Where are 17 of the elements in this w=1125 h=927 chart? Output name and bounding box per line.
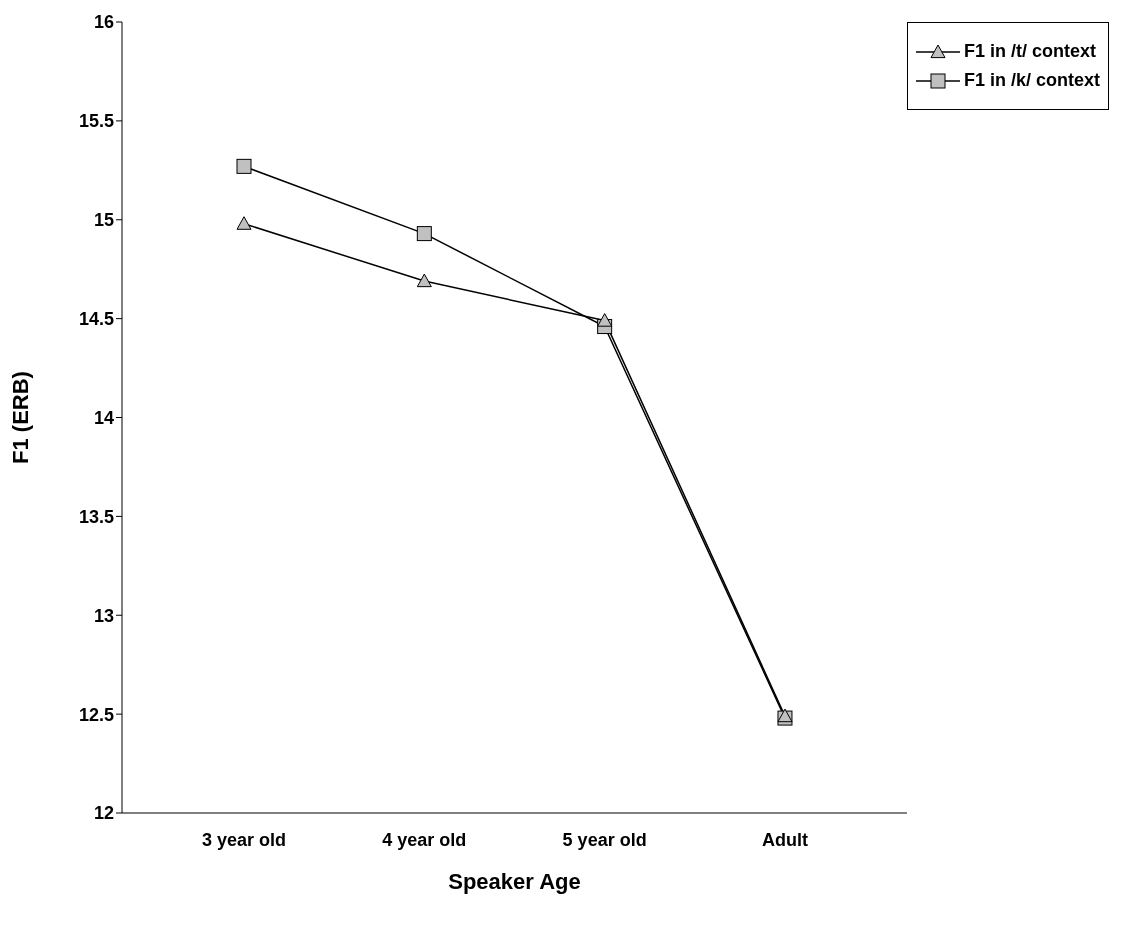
x-tick-label: 5 year old xyxy=(562,829,647,850)
y-axis-title: F1 (ERB) xyxy=(7,371,33,464)
legend-label: F1 in /t/ context xyxy=(963,41,1096,62)
y-tick-label: 13.5 xyxy=(78,506,114,527)
y-tick-label: 15 xyxy=(93,210,114,231)
x-axis-title: Speaker Age xyxy=(448,869,581,894)
y-tick-label: 12.5 xyxy=(78,704,114,725)
legend-label: F1 in /k/ context xyxy=(963,70,1100,91)
y-tick-label: 12 xyxy=(93,803,114,824)
y-tick-label: 15.5 xyxy=(78,111,114,132)
y-tick-label: 13 xyxy=(93,605,114,626)
x-tick-label: Adult xyxy=(761,829,808,850)
x-tick-label: 4 year old xyxy=(382,829,467,850)
y-tick-label: 14.5 xyxy=(78,309,114,330)
y-tick-label: 16 xyxy=(93,12,114,33)
x-tick-label: 3 year old xyxy=(201,829,287,850)
y-tick-label: 14 xyxy=(93,407,114,428)
